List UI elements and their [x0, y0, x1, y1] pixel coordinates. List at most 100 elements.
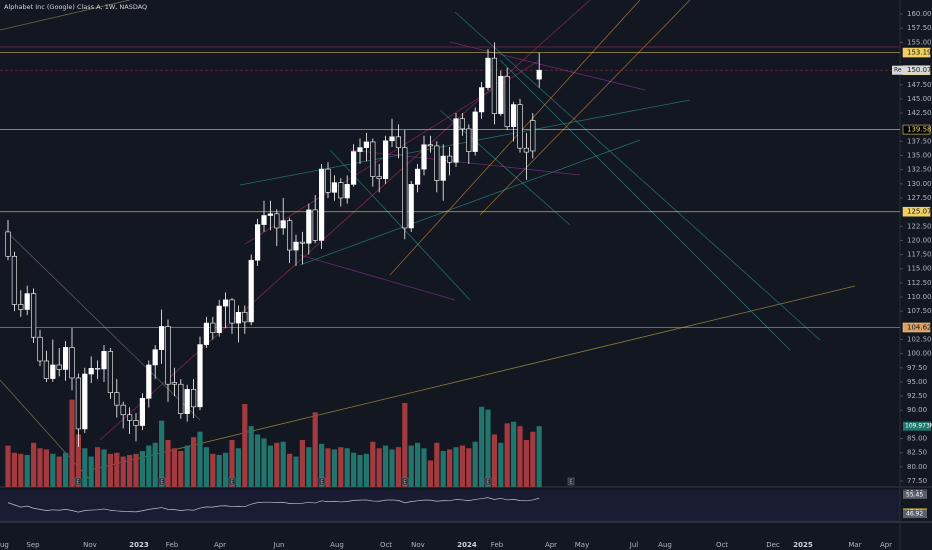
- volume-bar: [75, 434, 81, 487]
- volume-bar: [223, 452, 229, 487]
- candle-body: [478, 87, 485, 113]
- x-tick-label: Sep: [26, 541, 40, 549]
- candle-body: [472, 111, 478, 152]
- candle-body: [427, 144, 434, 147]
- candle-body: [389, 136, 395, 142]
- level-label: 150.07: [907, 66, 932, 74]
- volume-bar: [159, 420, 165, 487]
- candle-body: [229, 299, 235, 324]
- candle-body: [485, 57, 491, 88]
- rsi-label: 55.45: [906, 491, 923, 498]
- volume-bar: [523, 440, 529, 487]
- y-tick-label: 80.00: [907, 463, 927, 471]
- candle-body: [261, 215, 267, 225]
- volume-bar: [376, 448, 382, 487]
- volume-bar: [171, 448, 177, 487]
- candle-body: [536, 69, 542, 80]
- trend-line: [0, 0, 131, 31]
- volume-bar: [351, 452, 357, 487]
- earnings-box: [74, 477, 82, 486]
- volume-bar: [274, 442, 280, 487]
- volume-bar: [152, 442, 158, 487]
- volume-bar: [24, 454, 30, 487]
- earnings-marker: E: [403, 480, 406, 486]
- y-tick-label: 122.50: [907, 222, 932, 230]
- volume-bar: [434, 442, 440, 487]
- earnings-marker: E: [76, 480, 79, 486]
- volume-bar: [440, 451, 446, 487]
- y-tick-label: 117.50: [907, 251, 932, 259]
- volume-bar: [95, 447, 101, 487]
- volume-bar: [242, 404, 248, 487]
- rsi-label: 46.92: [906, 511, 923, 518]
- volume-bar: [389, 449, 395, 487]
- volume-bar: [453, 447, 459, 487]
- candle-body: [75, 377, 81, 430]
- level-tag: [902, 206, 931, 217]
- candle-body: [114, 392, 120, 406]
- candle-body: [216, 305, 222, 333]
- x-tick-label: 2023: [129, 541, 149, 549]
- volume-bar: [504, 423, 510, 487]
- candle-body: [95, 368, 101, 370]
- level-tag: [902, 124, 931, 135]
- earnings-box: [228, 477, 236, 486]
- candle-body: [139, 398, 146, 426]
- candle-body: [370, 141, 376, 177]
- volume-bar: [479, 406, 485, 487]
- candle-body: [357, 147, 363, 152]
- y-tick-label: 85.00: [907, 435, 927, 443]
- volume-bar: [5, 445, 11, 487]
- x-tick-label: Feb: [491, 541, 504, 549]
- candle-body: [293, 241, 299, 251]
- candle-body: [453, 118, 459, 163]
- volume-bar: [363, 453, 369, 487]
- candle-body: [11, 255, 18, 305]
- earnings-marker: E: [230, 480, 233, 486]
- volume-bar: [255, 434, 261, 487]
- earnings-box: [567, 477, 575, 486]
- volume-tag: [903, 421, 931, 431]
- candle-body: [350, 151, 357, 185]
- trend-lines: [0, 0, 900, 481]
- volume-bar: [191, 437, 197, 487]
- y-tick-label: 127.50: [907, 194, 932, 202]
- x-tick-label: Aug: [658, 541, 672, 549]
- y-tick-label: 107.50: [907, 307, 932, 315]
- volume-bar: [485, 409, 491, 487]
- trend-line: [349, 149, 581, 176]
- volume-bar: [344, 448, 350, 487]
- rsi-tag: [903, 490, 927, 499]
- candle-body: [440, 155, 446, 181]
- candle-body: [56, 364, 62, 370]
- volume-bar: [184, 445, 190, 487]
- candle-body: [395, 136, 402, 148]
- candle-body: [414, 168, 421, 185]
- trend-line: [449, 41, 646, 91]
- volume-bar: [466, 448, 472, 487]
- level-label: 139.58: [907, 126, 932, 134]
- candle-body: [50, 364, 56, 379]
- candle-body: [338, 182, 344, 199]
- volume-bar: [331, 449, 337, 487]
- x-tick-label: Jun: [273, 541, 285, 549]
- candle-body: [491, 57, 498, 114]
- trend-line: [0, 379, 91, 481]
- trend-line: [454, 11, 821, 341]
- volume-bar: [69, 399, 75, 487]
- volume-bar: [402, 402, 408, 487]
- volume-label: 109.973M: [905, 423, 932, 430]
- volume-bar: [280, 441, 286, 487]
- volume-bar: [427, 460, 433, 487]
- candle-body: [171, 382, 178, 385]
- volume-bar: [491, 434, 497, 487]
- volume-bar: [459, 445, 465, 487]
- volume-bar: [210, 453, 216, 487]
- volume-bar: [88, 456, 94, 487]
- candle-body: [248, 259, 254, 323]
- volume-bar: [146, 445, 152, 487]
- level-tag: [902, 47, 931, 58]
- volume-bar: [357, 454, 363, 487]
- volume-bar: [319, 443, 325, 487]
